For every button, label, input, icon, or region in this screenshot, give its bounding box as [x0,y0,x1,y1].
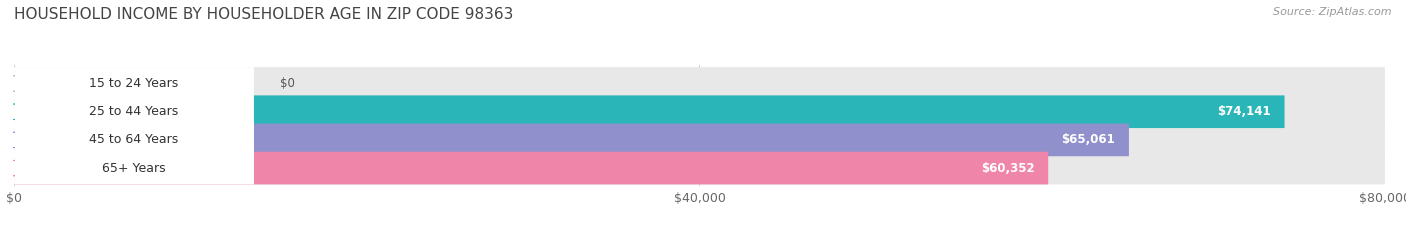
Text: 15 to 24 Years: 15 to 24 Years [90,77,179,90]
FancyBboxPatch shape [14,95,254,128]
FancyBboxPatch shape [14,67,1385,100]
Text: $74,141: $74,141 [1218,105,1271,118]
FancyBboxPatch shape [14,123,254,156]
Text: HOUSEHOLD INCOME BY HOUSEHOLDER AGE IN ZIP CODE 98363: HOUSEHOLD INCOME BY HOUSEHOLDER AGE IN Z… [14,7,513,22]
FancyBboxPatch shape [14,152,1385,185]
FancyBboxPatch shape [14,95,1385,128]
Text: Source: ZipAtlas.com: Source: ZipAtlas.com [1274,7,1392,17]
Text: 65+ Years: 65+ Years [103,161,166,175]
Text: $60,352: $60,352 [981,161,1035,175]
FancyBboxPatch shape [14,152,1049,185]
FancyBboxPatch shape [14,152,254,185]
Text: 45 to 64 Years: 45 to 64 Years [90,134,179,146]
FancyBboxPatch shape [14,123,1129,156]
Text: $0: $0 [280,77,294,90]
FancyBboxPatch shape [14,67,254,100]
Text: $65,061: $65,061 [1062,134,1115,146]
Text: 25 to 44 Years: 25 to 44 Years [90,105,179,118]
FancyBboxPatch shape [14,95,1285,128]
FancyBboxPatch shape [14,123,1385,156]
